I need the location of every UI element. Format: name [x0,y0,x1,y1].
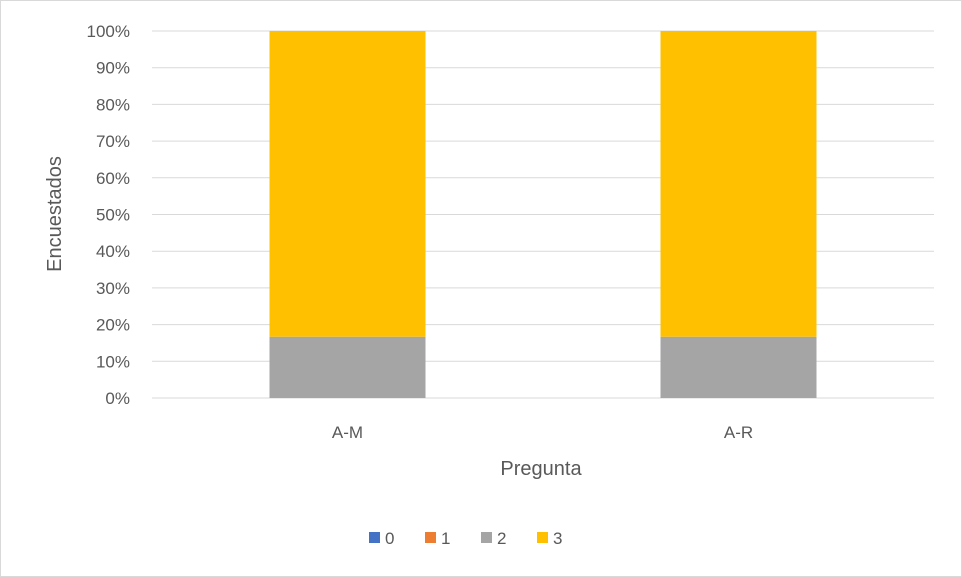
legend-label: 1 [441,529,450,548]
bar-segment [269,31,426,337]
x-axis-title: Pregunta [500,458,582,480]
y-tick-label: 10% [96,352,130,371]
bar-segment [660,336,817,398]
bars [269,31,817,398]
x-tick-label: A-R [724,423,753,442]
y-tick-label: 0% [105,389,130,408]
y-tick-label: 60% [96,169,130,188]
legend-label: 3 [553,529,562,548]
gridlines [152,30,934,399]
bar-segment [660,31,817,337]
y-axis-title: Encuestados [44,156,66,272]
legend-swatch [369,532,380,543]
bar-segment [269,336,426,398]
y-tick-label: 90% [96,59,130,78]
x-axis-ticks: A-M A-R [332,423,753,442]
y-axis-ticks: 0% 10% 20% 30% 40% 50% 60% 70% 80% 90% 100% [87,22,130,408]
legend-label: 2 [497,529,506,548]
legend-swatch [481,532,492,543]
y-tick-label: 20% [96,316,130,335]
legend: 0 1 2 3 [369,529,562,548]
x-tick-label: A-M [332,423,363,442]
legend-swatch [425,532,436,543]
legend-swatch [537,532,548,543]
y-tick-label: 40% [96,242,130,261]
legend-label: 0 [385,529,394,548]
y-tick-label: 100% [87,22,130,41]
y-tick-label: 80% [96,95,130,114]
y-tick-label: 50% [96,206,130,225]
y-tick-label: 30% [96,279,130,298]
y-tick-label: 70% [96,132,130,151]
